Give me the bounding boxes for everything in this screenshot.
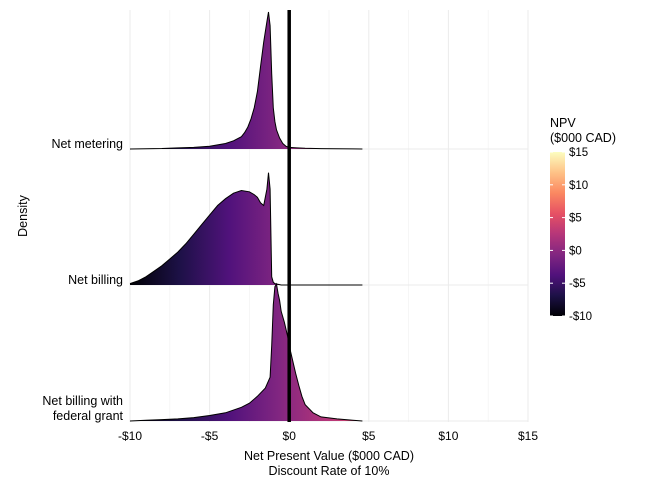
x-tick-label: -$10 <box>118 429 142 443</box>
ridge-fill-2 <box>130 172 363 285</box>
legend-tick-label: $5 <box>569 213 582 225</box>
x-axis-title: Net Present Value ($000 CAD) <box>244 449 414 463</box>
category-label: Net billing with <box>42 394 123 408</box>
legend-title: NPV <box>550 116 576 130</box>
legend-colorbar <box>550 152 565 316</box>
x-tick-label: -$5 <box>201 429 219 443</box>
ridge-outline-1 <box>129 11 363 150</box>
ridge-outline-2 <box>129 172 363 286</box>
legend-tick-label: $0 <box>569 245 582 257</box>
x-tick-label: $0 <box>283 429 297 443</box>
ridge-outline-3 <box>129 282 363 422</box>
ridge-fill-3 <box>130 284 363 421</box>
grid-lines <box>129 10 529 422</box>
category-label: Net billing <box>68 273 123 287</box>
x-axis-ticks: -$10 -$5 $0 $5 $10 $15 <box>118 429 538 443</box>
x-tick-label: $10 <box>438 429 458 443</box>
category-label: Net metering <box>51 137 123 151</box>
legend-tick-label: -$10 <box>569 311 592 323</box>
legend-title: ($000 CAD) <box>550 131 616 145</box>
legend-tick-label: $10 <box>569 180 588 192</box>
x-axis-subtitle: Discount Rate of 10% <box>269 464 390 478</box>
density-ridges <box>129 11 363 422</box>
category-label: federal grant <box>53 409 124 423</box>
color-legend: NPV($000 CAD) $15 $10 $5 $0 -$5 -$10 <box>550 116 616 323</box>
x-tick-label: $15 <box>518 429 538 443</box>
legend-tick-label: -$5 <box>569 278 586 290</box>
x-tick-label: $5 <box>362 429 376 443</box>
legend-tick-label: $15 <box>569 147 588 159</box>
category-labels: Net metering Net billing Net billing withf… <box>42 137 123 423</box>
y-axis-title: Density <box>16 194 30 236</box>
ridge-fill-1 <box>130 12 363 149</box>
